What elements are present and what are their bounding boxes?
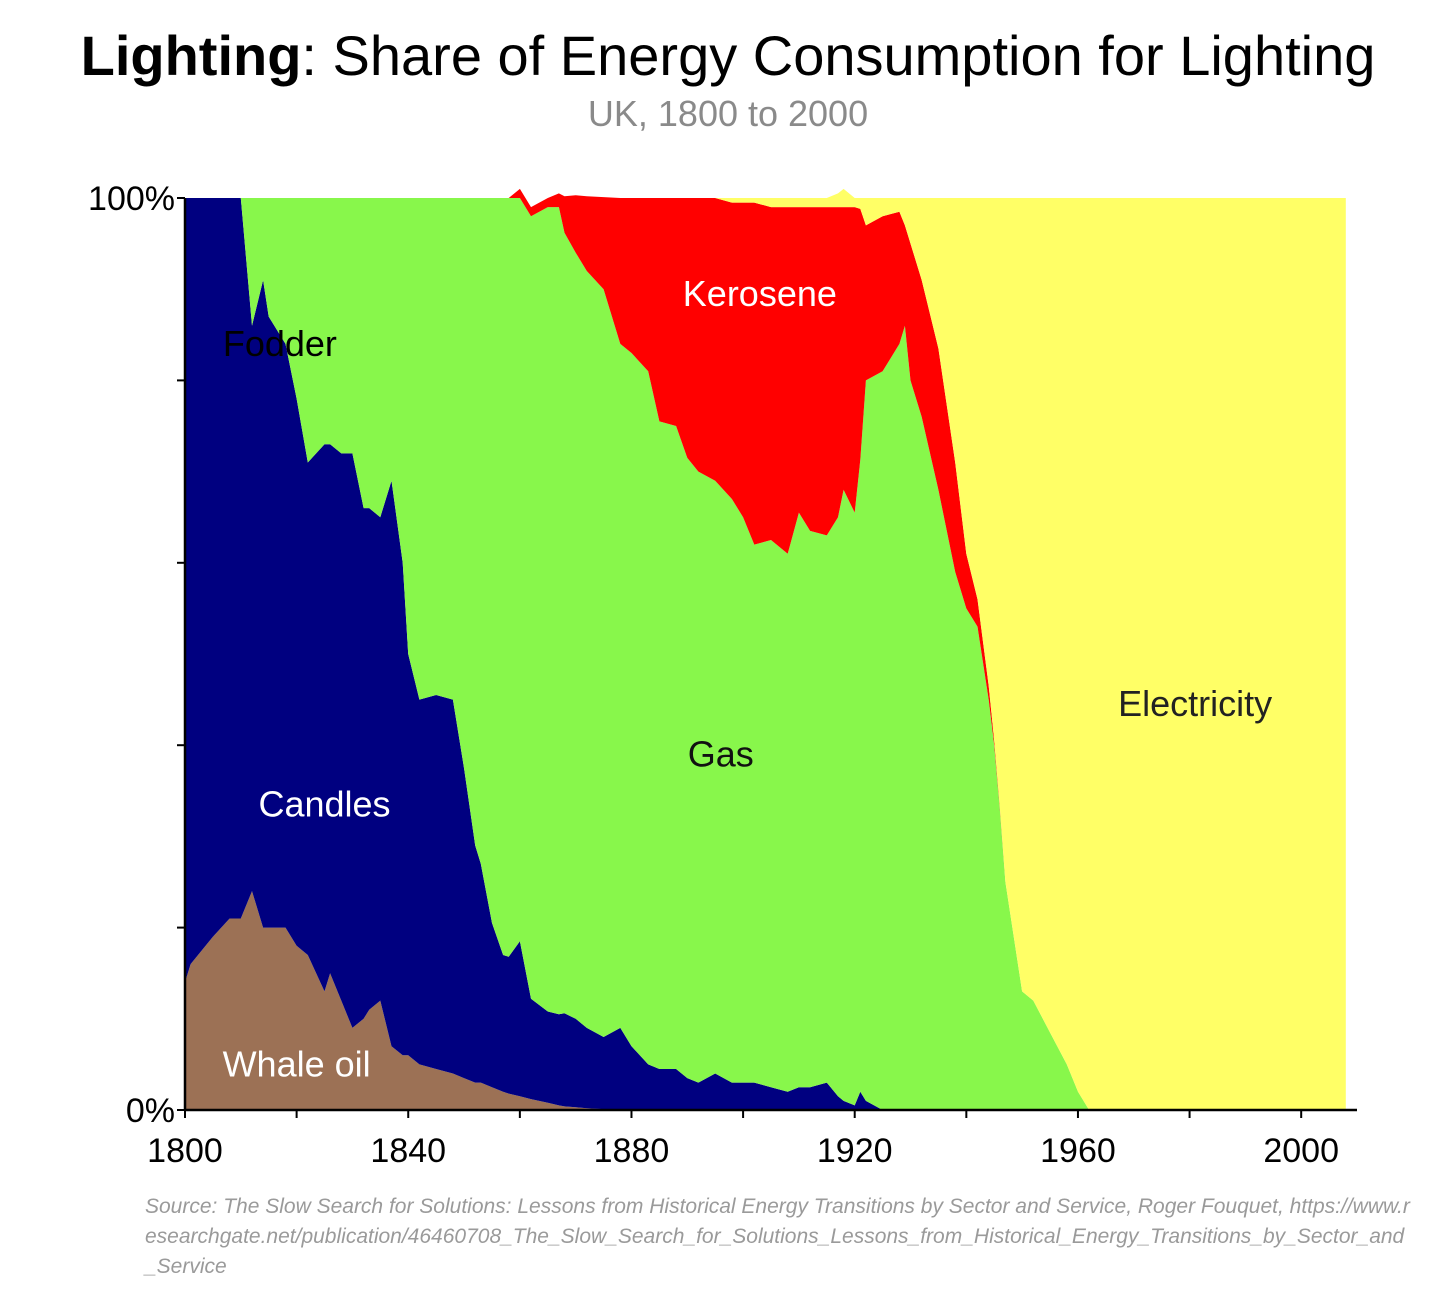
x-tick-label-1960: 1960 <box>1040 1132 1116 1170</box>
chart-title-bold: Lighting <box>80 24 302 87</box>
stacked-area-chart: 1800 1840 1880 1920 1960 2000 0% 100% Fodder Ker… <box>88 180 1357 1170</box>
source-note: Source: The Slow Search for Solutions: L… <box>145 1195 1410 1278</box>
electricity-label: Electricity <box>1118 683 1272 724</box>
area-kerosene <box>185 188 1346 1110</box>
fodder-label: Fodder <box>223 323 337 364</box>
candles-label: Candles <box>258 783 390 824</box>
y-tick-label-0: 0% <box>126 1092 175 1130</box>
chart-title: Lighting: Share of Energy Consumption fo… <box>0 22 1456 90</box>
area-layers <box>185 188 1346 1110</box>
x-tick-label-2000: 2000 <box>1263 1132 1339 1170</box>
kerosene-label: Kerosene <box>683 273 837 314</box>
x-tick-label-1800: 1800 <box>147 1132 223 1170</box>
x-tick-label-1840: 1840 <box>370 1132 446 1170</box>
area-labels: Fodder Kerosene Electricity Gas Candles Whale… <box>223 273 1273 1085</box>
y-tick-label-100: 100% <box>88 180 175 218</box>
x-tick-label-1880: 1880 <box>594 1132 670 1170</box>
x-tick-label-1920: 1920 <box>817 1132 893 1170</box>
area-gas <box>185 198 1346 1110</box>
axes: 1800 1840 1880 1920 1960 2000 0% 100% <box>88 180 1357 1170</box>
area-electricity <box>185 188 1346 1110</box>
chart-title-rest: : Share of Energy Consumption for Lighti… <box>301 24 1376 87</box>
chart-subtitle: UK, 1800 to 2000 <box>587 93 869 134</box>
area-candles <box>185 198 1346 1110</box>
gas-label: Gas <box>688 733 754 774</box>
area-whale-oil <box>185 891 1346 1110</box>
whale-oil-label: Whale oil <box>223 1043 371 1084</box>
